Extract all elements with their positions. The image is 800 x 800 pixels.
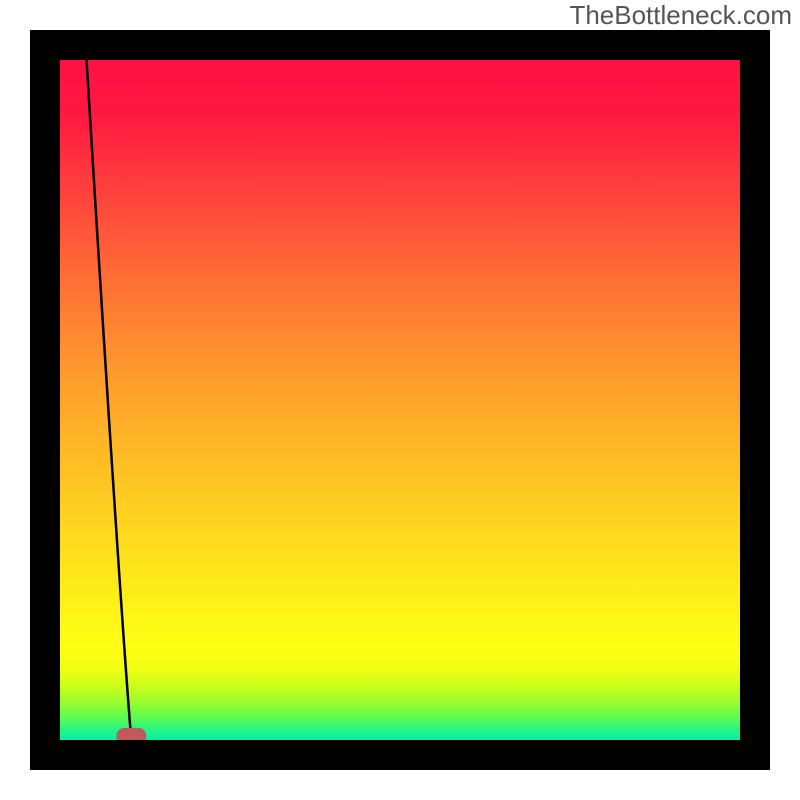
watermark-text: TheBottleneck.com — [569, 0, 792, 31]
plot-background — [60, 60, 740, 740]
bottleneck-chart — [0, 0, 800, 800]
